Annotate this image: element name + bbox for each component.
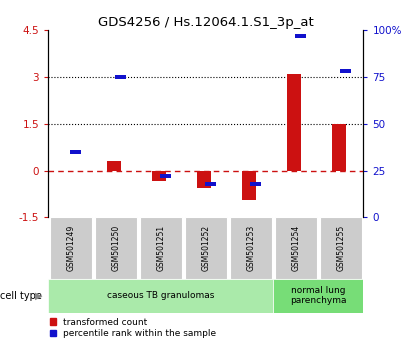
Text: GSM501255: GSM501255 (336, 225, 345, 271)
Text: GSM501250: GSM501250 (111, 225, 120, 271)
Bar (185, 217, 226, 279)
Legend: transformed count, percentile rank within the sample: transformed count, percentile rank withi… (50, 318, 216, 338)
Text: cell type: cell type (0, 291, 42, 301)
Bar (332, 124, 346, 171)
Bar (242, 171, 256, 200)
Title: GDS4256 / Hs.12064.1.S1_3p_at: GDS4256 / Hs.12064.1.S1_3p_at (98, 16, 314, 29)
Bar (339, 69, 351, 73)
Text: caseous TB granulomas: caseous TB granulomas (107, 291, 215, 300)
Bar (115, 75, 126, 79)
Bar (287, 74, 301, 171)
Text: GSM501251: GSM501251 (156, 225, 165, 271)
Bar (230, 217, 271, 279)
Text: GSM501249: GSM501249 (66, 225, 75, 271)
Text: GSM501254: GSM501254 (291, 225, 300, 271)
Bar (107, 161, 121, 171)
Bar (70, 150, 81, 154)
Bar (160, 174, 171, 178)
Bar (249, 182, 261, 186)
Bar (140, 217, 181, 279)
Text: ▶: ▶ (35, 291, 42, 301)
Text: normal lung
parenchyma: normal lung parenchyma (290, 286, 346, 306)
Text: GSM501253: GSM501253 (246, 225, 255, 271)
Bar (320, 217, 362, 279)
Bar (50, 217, 92, 279)
Text: GSM501252: GSM501252 (201, 225, 210, 271)
Bar (95, 217, 136, 279)
Bar (152, 171, 166, 182)
Bar (275, 217, 317, 279)
Bar (273, 279, 363, 313)
Bar (197, 171, 211, 188)
Bar (205, 182, 216, 186)
Bar (294, 34, 306, 38)
Bar (48, 279, 273, 313)
